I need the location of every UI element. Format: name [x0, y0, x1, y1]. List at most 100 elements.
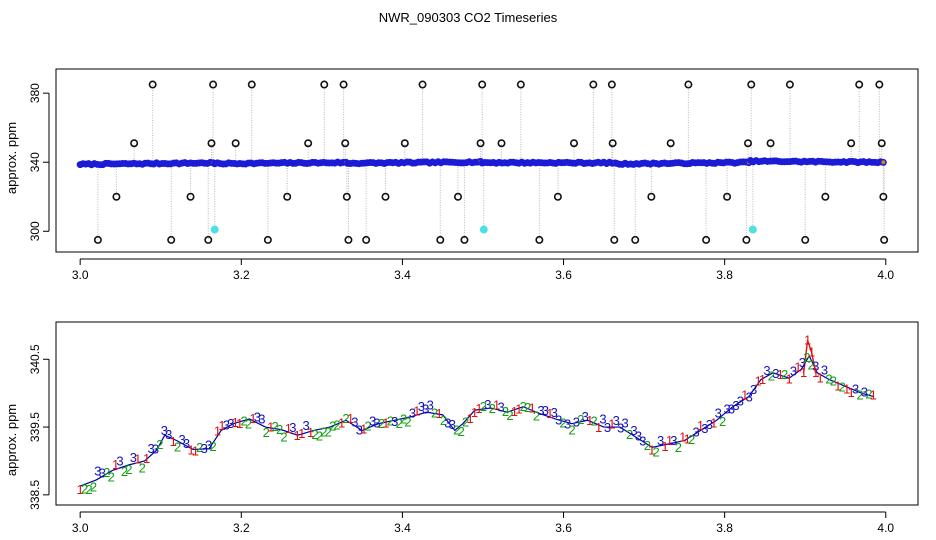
- digit-marker: 2: [400, 411, 407, 426]
- outlier-point: [821, 192, 830, 201]
- top-panel-axes: 3.0 3.2 3.4 3.6 3.8 4.0 300 340 380: [28, 83, 894, 282]
- digit-marker: 1: [595, 420, 602, 435]
- digit-marker: 2: [156, 437, 163, 452]
- digit-marker: 2: [108, 470, 115, 485]
- digit-marker: 2: [320, 424, 327, 439]
- outlier-point: [362, 235, 371, 244]
- digit-marker: 2: [626, 427, 633, 442]
- digit-marker: 1: [218, 418, 225, 433]
- outlier-point: [702, 235, 711, 244]
- digit-marker: 2: [688, 432, 695, 447]
- segment-end-point: [881, 160, 886, 165]
- digit-marker: 2: [644, 438, 651, 453]
- digit-marker: 3: [746, 389, 753, 404]
- outlier-point: [112, 192, 121, 201]
- digit-marker: 1: [187, 442, 194, 457]
- digit-marker: 3: [356, 422, 363, 437]
- outlier-point: [263, 235, 272, 244]
- digit-marker: 1: [382, 416, 389, 431]
- outlier-point: [631, 235, 640, 244]
- digit-marker: 2: [719, 414, 726, 429]
- outlier-point: [647, 192, 656, 201]
- outlier-point: [666, 139, 675, 148]
- bottom-x-tick-label: 3.2: [233, 521, 250, 535]
- digit-marker: 3: [130, 450, 137, 465]
- digit-marker: 3: [551, 405, 558, 420]
- digit-marker: 1: [817, 370, 824, 385]
- digit-marker: 2: [480, 399, 487, 414]
- digit-marker: 3: [205, 437, 212, 452]
- digit-marker: 3: [147, 441, 154, 456]
- digit-marker: 2: [520, 399, 527, 414]
- digit-marker: 2: [263, 425, 270, 440]
- outlier-point: [589, 80, 598, 89]
- digit-marker: 2: [830, 374, 837, 389]
- digit-marker: 3: [613, 413, 620, 428]
- digit-marker: 2: [378, 416, 385, 431]
- digit-marker: 1: [143, 451, 150, 466]
- digit-marker: 1: [77, 482, 84, 497]
- digit-marker: 3: [289, 420, 296, 435]
- bottom-x-tick-label: 3.8: [716, 521, 733, 535]
- digit-marker: 1: [466, 411, 473, 426]
- outlier-point: [130, 139, 139, 148]
- digit-marker: 2: [387, 413, 394, 428]
- digit-marker: 1: [794, 360, 801, 375]
- outlier-point: [516, 80, 525, 89]
- outlier-point: [460, 235, 469, 244]
- trend-line: [79, 354, 874, 487]
- outlier-point: [320, 80, 329, 89]
- outlier-point: [610, 235, 619, 244]
- digit-marker: 2: [325, 424, 332, 439]
- outlier-point: [344, 235, 353, 244]
- outlier-point: [148, 80, 157, 89]
- outlier-point: [847, 139, 856, 148]
- digit-marker: 2: [856, 388, 863, 403]
- digit-marker: 3: [732, 398, 739, 413]
- outlier-point: [453, 192, 462, 201]
- top-y-tick-label: 340: [28, 152, 42, 172]
- bottom-panel: approx. ppm 1222332213223121332331233112…: [4, 321, 919, 535]
- outlier-point: [93, 235, 102, 244]
- digit-marker: 3: [706, 417, 713, 432]
- digit-marker: 1: [214, 423, 221, 438]
- digit-marker: 2: [174, 439, 181, 454]
- digit-marker: 3: [427, 397, 434, 412]
- digit-marker: 3: [94, 464, 101, 479]
- digit-marker: 2: [453, 423, 460, 438]
- bottom-x-tick-label: 3.0: [72, 521, 89, 535]
- digit-marker: 1: [249, 411, 256, 426]
- digit-marker: 1: [661, 439, 668, 454]
- digit-marker: 1: [684, 431, 691, 446]
- digit-marker: 3: [497, 399, 504, 414]
- outlier-point: [339, 80, 348, 89]
- digit-marker: 2: [506, 408, 513, 423]
- digit-marker: 2: [502, 404, 509, 419]
- digit-marker: 3: [449, 417, 456, 432]
- digit-marker: 3: [152, 442, 159, 457]
- digit-marker: 1: [134, 452, 141, 467]
- digit-marker: 2: [342, 411, 349, 426]
- digit-marker: 2: [329, 419, 336, 434]
- outlier-point: [436, 235, 445, 244]
- digit-marker: 2: [577, 412, 584, 427]
- digit-marker: 1: [170, 434, 177, 449]
- digit-marker: 2: [209, 439, 216, 454]
- digit-marker: 3: [99, 466, 106, 481]
- digit-marker: 1: [710, 416, 717, 431]
- bottom-panel-axes: 3.0 3.2 3.4 3.6 3.8 4.0 338.5 339.5 340.5: [28, 344, 894, 535]
- outlier-point: [204, 235, 213, 244]
- digit-marker: 2: [653, 445, 660, 460]
- digit-marker: 2: [808, 358, 815, 373]
- outlier-point: [478, 80, 487, 89]
- digit-marker: 3: [821, 363, 828, 378]
- digit-marker: 1: [475, 401, 482, 416]
- top-y-tick-label: 380: [28, 83, 42, 103]
- outlier-point: [342, 192, 351, 201]
- digit-marker: 1: [347, 411, 354, 426]
- bottom-panel-digit-markers: 1222332213223121332331233112332113311221…: [77, 332, 877, 497]
- spike-marker: 1: [800, 365, 807, 380]
- digit-marker: 1: [232, 415, 239, 430]
- digit-marker: 3: [852, 381, 859, 396]
